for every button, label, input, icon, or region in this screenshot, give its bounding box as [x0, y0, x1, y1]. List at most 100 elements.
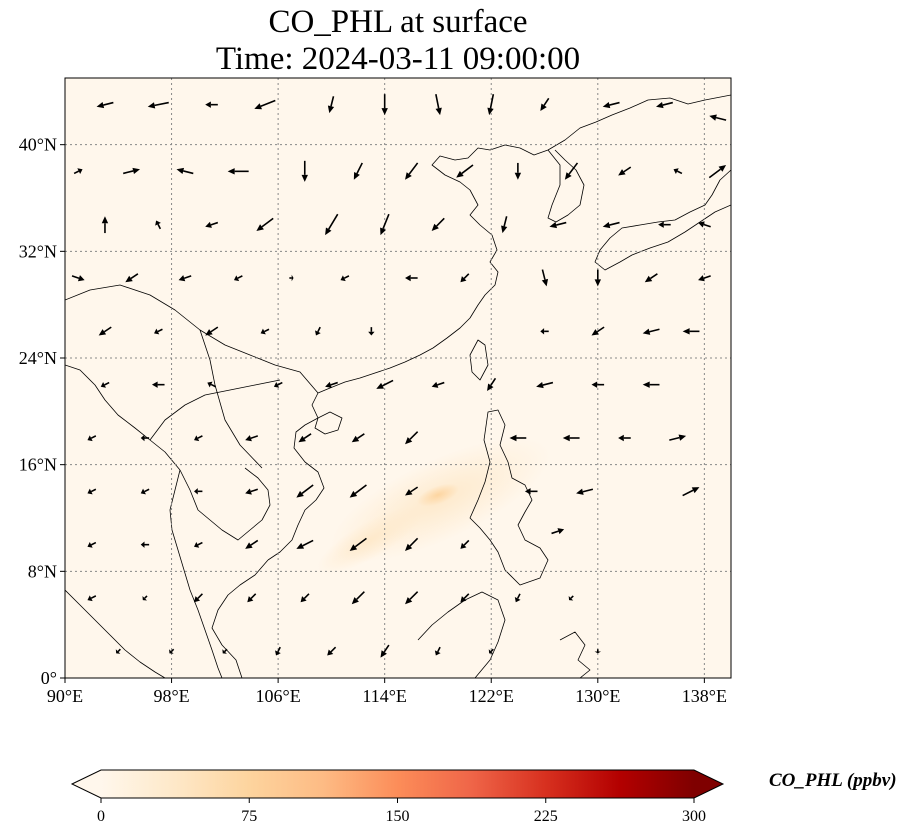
- wind-arrow: [98, 326, 112, 336]
- wind-arrow: [541, 269, 549, 287]
- wind-arrow: [125, 273, 139, 283]
- wind-arrow: [96, 101, 114, 109]
- wind-arrow: [87, 595, 97, 602]
- wind-arrow: [594, 269, 601, 287]
- wind-arrow: [325, 213, 339, 236]
- wind-arrow: [568, 595, 574, 601]
- wind-arrow: [325, 381, 338, 388]
- wind-arrow: [431, 381, 445, 388]
- x-tick-label: 130°E: [575, 686, 620, 706]
- wind-arrow: [115, 648, 121, 654]
- wind-arrow: [247, 593, 257, 603]
- map-frame: [64, 77, 732, 679]
- wind-arrow: [368, 327, 375, 336]
- wind-arrow: [194, 593, 203, 603]
- wind-arrow: [618, 166, 632, 176]
- wind-arrow: [460, 539, 470, 549]
- wind-arrow: [301, 160, 308, 182]
- wind-arrow: [698, 221, 711, 228]
- coastline-hainan: [314, 411, 343, 435]
- wind-arrow: [315, 326, 321, 336]
- wind-arrow: [602, 221, 620, 229]
- wind-arrow: [669, 434, 687, 441]
- x-tick-label: 114°E: [362, 686, 407, 706]
- wind-arrow: [618, 434, 631, 442]
- wind-arrow: [227, 168, 249, 175]
- wind-arrow: [456, 164, 474, 178]
- colorbar-tick-label: 150: [386, 808, 410, 825]
- wind-arrow: [405, 537, 419, 551]
- wind-arrow: [300, 593, 310, 603]
- coastline-gulf-thailand: [179, 467, 271, 541]
- co-plume-core: [417, 483, 459, 507]
- wind-arrow: [682, 328, 700, 335]
- wind-arrow: [155, 220, 162, 230]
- wind-arrow: [381, 94, 388, 116]
- wind-arrow: [194, 541, 203, 548]
- wind-arrow: [194, 488, 203, 495]
- gridlines: [65, 78, 731, 678]
- wind-arrow: [460, 593, 470, 603]
- colorbar-label: CO_PHL (ppbv): [769, 770, 897, 791]
- wind-arrow: [434, 646, 441, 656]
- wind-arrow: [194, 435, 203, 442]
- y-tick-label: 24°N: [19, 348, 57, 368]
- wind-arrow: [405, 486, 419, 496]
- wind-arrow: [87, 541, 97, 548]
- wind-arrow: [487, 94, 495, 116]
- wind-arrow: [376, 379, 394, 389]
- wind-arrow: [576, 488, 594, 495]
- wind-arrow: [298, 433, 312, 443]
- x-tick-label: 106°E: [256, 686, 301, 706]
- wind-arrow: [87, 435, 97, 442]
- wind-arrow: [142, 595, 148, 601]
- wind-arrow: [709, 114, 727, 121]
- wind-arrow: [100, 381, 110, 388]
- wind-arrow: [642, 328, 660, 335]
- wind-arrow: [207, 381, 217, 388]
- colorbar-tick-label: 0: [97, 808, 105, 825]
- wind-arrow: [405, 431, 419, 445]
- wind-arrow: [289, 274, 294, 282]
- wind-arrow: [176, 167, 194, 175]
- wind-arrow: [536, 381, 554, 389]
- colorbar-max-extension: [694, 770, 723, 798]
- y-tick-label: 8°N: [28, 561, 57, 581]
- wind-arrow: [154, 328, 163, 335]
- wind-arrow: [260, 328, 270, 335]
- wind-arrow: [658, 221, 671, 228]
- wind-arrow: [327, 646, 337, 656]
- y-tick-label: 16°N: [19, 455, 57, 475]
- wind-arrow: [540, 97, 550, 111]
- colorbar-ticks: 0 75 150 225 300: [97, 798, 706, 825]
- wind-arrow: [591, 326, 605, 336]
- wind-arrow: [540, 328, 549, 335]
- wind-arrow: [73, 168, 83, 175]
- wind-arrow: [233, 275, 243, 282]
- wind-arrow: [488, 648, 494, 654]
- wind-arrow: [673, 168, 683, 175]
- wind-arrow: [591, 381, 605, 388]
- wind-arrow: [245, 435, 259, 442]
- colorbar-scale: [101, 770, 694, 798]
- wind-arrow: [698, 275, 711, 282]
- wind-arrow: [487, 377, 497, 391]
- wind-arrow: [564, 162, 579, 180]
- wind-arrow: [296, 484, 314, 498]
- wind-arrow: [296, 539, 314, 549]
- wind-arrow: [245, 539, 259, 549]
- wind-arrow: [340, 275, 350, 282]
- x-tick-label: 90°E: [47, 686, 83, 706]
- wind-arrow: [205, 326, 219, 336]
- coastline-sulawesi: [559, 631, 591, 678]
- wind-arrow: [405, 591, 419, 605]
- wind-arrow: [642, 381, 660, 388]
- wind-arrow: [594, 649, 601, 654]
- map-background: [65, 78, 731, 678]
- y-tick-label: 32°N: [19, 241, 57, 261]
- wind-arrow: [644, 273, 658, 283]
- wind-arrow: [602, 101, 620, 109]
- wind-arrow: [327, 96, 335, 114]
- colorbar-tick-label: 225: [534, 808, 558, 825]
